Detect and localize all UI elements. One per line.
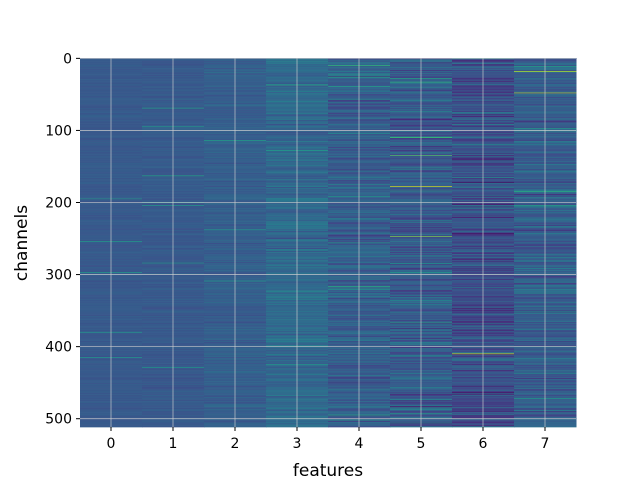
x-tick-label: 0 bbox=[107, 436, 116, 452]
x-tick-label: 6 bbox=[479, 436, 488, 452]
x-tick-label: 3 bbox=[293, 436, 302, 452]
y-tick-label: 500 bbox=[45, 412, 72, 428]
y-axis-label: channels bbox=[12, 205, 32, 281]
y-tick-label: 200 bbox=[45, 196, 72, 212]
y-tick-label: 100 bbox=[45, 123, 72, 139]
x-axis-label: features bbox=[293, 461, 363, 480]
x-tick-label: 2 bbox=[231, 436, 240, 452]
grid-lines bbox=[80, 57, 576, 427]
heatmap-cells bbox=[80, 58, 577, 428]
y-tick-label: 300 bbox=[45, 268, 72, 284]
x-tick-label: 7 bbox=[541, 436, 550, 452]
y-tick-label: 0 bbox=[63, 51, 72, 67]
x-tick-label: 1 bbox=[169, 436, 178, 452]
y-axis-ticks: 0 100 200 300 400 500 bbox=[45, 51, 80, 428]
x-tick-label: 5 bbox=[417, 436, 426, 452]
y-tick-label: 400 bbox=[45, 340, 72, 356]
x-tick-label: 4 bbox=[355, 436, 364, 452]
x-axis-ticks: 0 1 2 3 4 5 6 7 bbox=[107, 427, 550, 452]
